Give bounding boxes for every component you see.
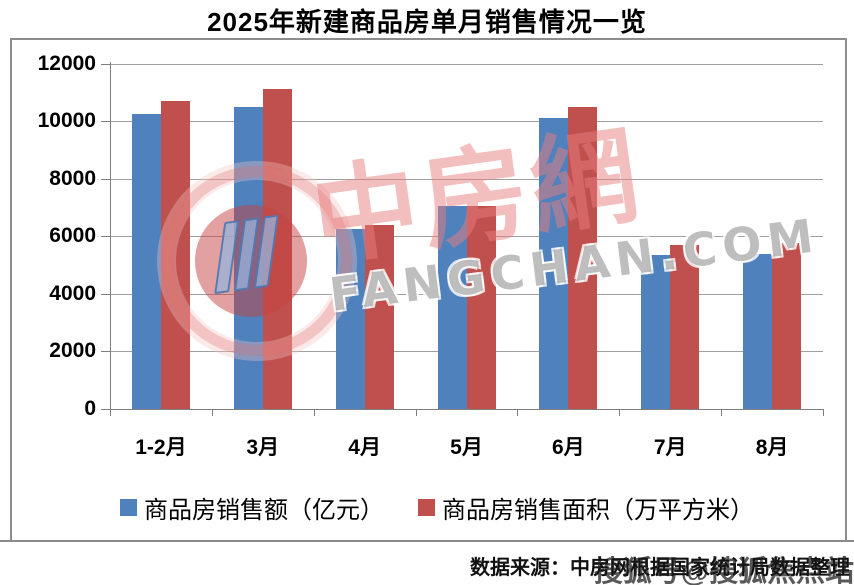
gridline	[111, 178, 823, 180]
bar-sales-amount	[233, 106, 263, 409]
x-axis-label: 1-2月	[135, 436, 187, 459]
x-axis-label: 5月	[450, 436, 483, 459]
y-axis-label: 12000	[37, 51, 96, 75]
legend-label-sales-area: 商品房销售面积（万平方米）	[442, 498, 754, 524]
bar-sales-area	[670, 244, 700, 409]
legend-swatch-blue	[120, 499, 137, 516]
y-axis-tick	[101, 236, 110, 238]
y-axis-label: 8000	[49, 166, 96, 190]
y-axis-tick	[101, 293, 110, 295]
bar-sales-area	[466, 206, 496, 409]
y-axis-line	[110, 62, 111, 409]
gridline	[111, 121, 823, 123]
bar-sales-area	[568, 106, 598, 409]
x-axis-tick	[517, 409, 519, 416]
x-axis-label: 7月	[653, 436, 687, 459]
x-axis-tick	[721, 409, 723, 416]
bar-sales-amount	[335, 229, 365, 409]
y-axis-label: 4000	[49, 281, 96, 305]
gridline	[111, 63, 823, 65]
bar-sales-area	[364, 224, 394, 409]
y-axis-label: 6000	[49, 224, 96, 248]
x-axis-label: 8月	[755, 436, 789, 459]
bottom-divider	[0, 540, 854, 542]
x-axis-line	[110, 409, 823, 410]
chart-title: 2025年新建商品房单月销售情况一览	[207, 7, 647, 37]
y-axis-tick	[101, 351, 110, 353]
legend-label-sales-amount: 商品房销售额（亿元）	[144, 498, 384, 524]
bar-sales-amount	[743, 253, 773, 409]
legend-item-sales-amount: 商品房销售额（亿元）	[120, 490, 384, 525]
y-axis-tick	[101, 178, 110, 180]
y-axis-label: 0	[84, 397, 96, 420]
x-axis-tick	[110, 409, 111, 416]
bar-sales-amount	[539, 118, 569, 409]
bar-sales-area	[262, 89, 292, 409]
y-axis-label: 2000	[49, 339, 96, 363]
bar-sales-amount	[641, 254, 671, 409]
legend-item-sales-area: 商品房销售面积（万平方米）	[418, 490, 754, 525]
x-axis-label: 6月	[552, 436, 585, 459]
y-axis-tick	[101, 409, 110, 410]
legend-swatch-red	[418, 499, 435, 516]
bar-sales-amount	[131, 113, 161, 409]
bar-sales-area	[772, 243, 802, 409]
bar-sales-amount	[437, 206, 467, 409]
x-axis-tick	[823, 409, 824, 416]
x-axis-tick	[619, 409, 621, 416]
x-axis-label: 3月	[246, 436, 280, 459]
data-source-note: 数据来源：中房网根据国家统计局数据整理	[470, 557, 850, 579]
y-axis-label: 10000	[37, 109, 96, 133]
x-axis-label: 4月	[348, 436, 381, 459]
sohu-account-watermark: 搜狐号@搜狐焦点站	[593, 556, 854, 585]
y-axis-tick	[101, 121, 110, 123]
x-axis-tick	[415, 409, 417, 416]
y-axis-tick	[101, 63, 110, 65]
bar-sales-area	[160, 100, 190, 409]
x-axis-tick	[313, 409, 315, 416]
x-axis-tick	[211, 409, 213, 416]
